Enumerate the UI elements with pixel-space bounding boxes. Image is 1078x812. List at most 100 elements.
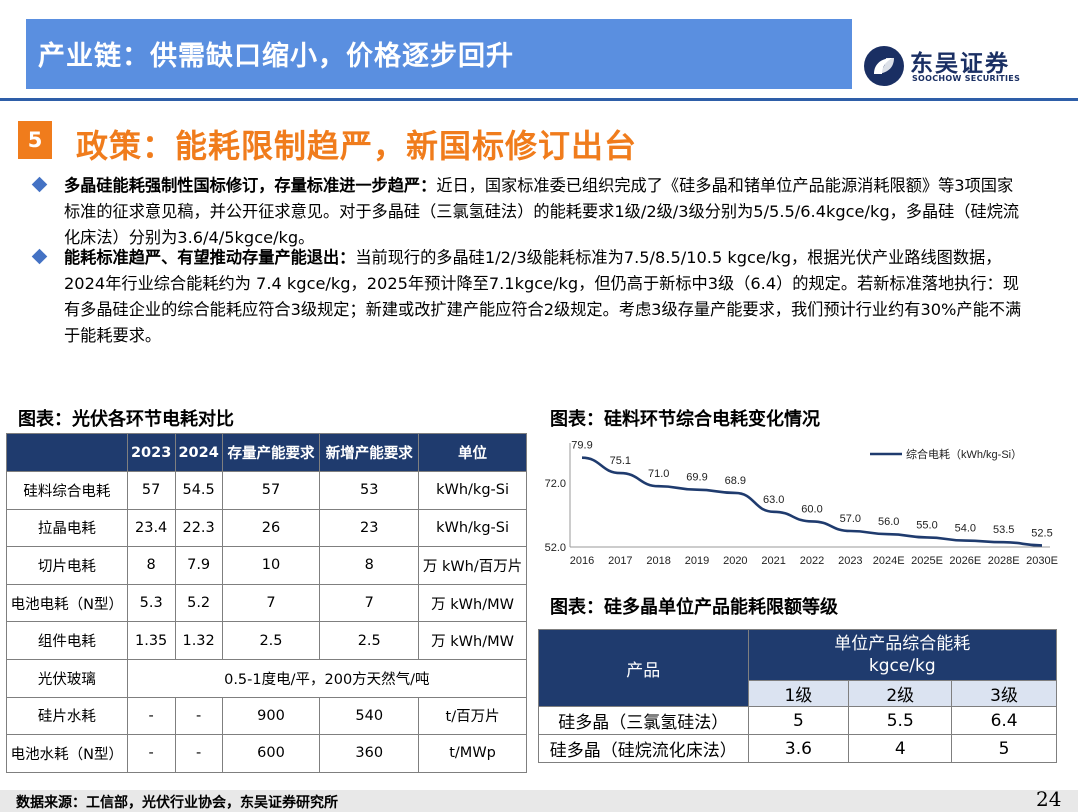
level-header: 2级 — [848, 680, 953, 707]
table-header-cell — [6, 433, 128, 472]
table-cell: 23.4 — [126, 508, 176, 548]
header-divider — [0, 98, 1078, 101]
x-tick-label: 2016 — [570, 555, 594, 567]
table-cell: 5.2 — [174, 583, 223, 623]
table-cell: 360 — [319, 734, 420, 773]
table-cell: 组件电耗 — [6, 621, 128, 660]
table-cell: 3.6 — [747, 734, 850, 763]
x-tick-label: 2019 — [685, 555, 709, 567]
table-row: 硅多晶（硅烷流化床法） 3.6 4 5 — [538, 734, 1057, 763]
table-cell: 硅片水耗 — [6, 696, 128, 736]
table-cell: 7 — [319, 583, 420, 623]
bullet-lead: 能耗标准趋严、有望推动存量产能退出： — [64, 248, 356, 267]
x-tick-label: 2028E — [988, 555, 1020, 567]
table-cell: 4 — [848, 734, 953, 763]
data-label: 57.0 — [840, 513, 861, 525]
table1-title: 图表：光伏各环节电耗对比 — [18, 409, 234, 430]
table-cell: 54.5 — [174, 471, 223, 510]
product-header: 产品 — [538, 629, 749, 707]
table-cell: 900 — [221, 696, 321, 736]
table-cell: 10 — [221, 546, 321, 585]
bullet-body: 近日，国家标准委已组织完成了《硅多晶和锗单位产品能源消耗限额》等3项国家标准的征… — [64, 176, 1020, 247]
table-row: 电池水耗（N型） - - 600 360 t/MWp — [6, 734, 527, 773]
y-tick-label: 72.0 — [545, 478, 566, 490]
table-cell: 5.3 — [126, 583, 176, 623]
table-header-cell: 2024 — [174, 433, 223, 472]
level-header: 1级 — [747, 680, 850, 707]
power-consumption-table: 2023 2024 存量产能要求 新增产能要求 单位 硅料综合电耗 57 54.… — [6, 433, 528, 773]
data-label: 56.0 — [878, 516, 899, 528]
group-header-line2: kgce/kg — [868, 656, 936, 676]
table-cell: 53 — [319, 471, 420, 510]
data-label: 68.9 — [725, 475, 746, 487]
table-row: 光伏玻璃 0.5-1度电/平，200方天然气/吨 — [6, 658, 528, 698]
table-cell: - — [126, 734, 176, 773]
logo-en-text: SOOCHOW SECURITIES — [912, 74, 1021, 83]
y-tick-label: 52.0 — [545, 542, 566, 554]
table-cell: 26 — [221, 508, 321, 548]
table-cell: 8 — [319, 546, 420, 585]
data-label: 55.0 — [916, 519, 937, 531]
header-bar — [26, 19, 852, 89]
table-cell: 8 — [126, 546, 176, 585]
section-title: 政策：能耗限制趋严，新国标修订出台 — [76, 127, 638, 165]
table-cell: - — [126, 696, 176, 736]
table-header-cell: 新增产能要求 — [319, 433, 420, 472]
table-cell: 切片电耗 — [6, 546, 128, 585]
bullet-text: 能耗标准趋严、有望推动存量产能退出：当前现行的多晶硅1/2/3级能耗标准为7.5… — [64, 245, 1024, 349]
table-cell: - — [174, 696, 223, 736]
data-label: 79.9 — [571, 440, 592, 452]
table2-title: 图表：硅多晶单位产品能耗限额等级 — [550, 597, 838, 618]
table-row: 硅片水耗 - - 900 540 t/百万片 — [6, 696, 527, 736]
power-consumption-line-chart: 72.0 52.0 79.9 75.1 71.0 69.9 68.9 63.0 60.0 57.0… — [545, 440, 1058, 567]
table-header-row: 2023 2024 存量产能要求 新增产能要求 单位 — [6, 433, 527, 472]
table-cell: 光伏玻璃 — [6, 658, 128, 698]
table-cell: 硅多晶（硅烷流化床法） — [538, 734, 749, 763]
table-cell: 6.4 — [951, 706, 1057, 735]
table-cell: 22.3 — [174, 508, 223, 548]
table-cell: 硅料综合电耗 — [6, 471, 128, 510]
table-row: 硅多晶（三氯氢硅法） 5 5.5 6.4 — [538, 706, 1057, 735]
x-tick-label: 2030E — [1026, 555, 1058, 567]
table-cell: t/百万片 — [418, 696, 527, 736]
legend-label: 综合电耗（kWh/kg-Si） — [906, 447, 1022, 461]
diamond-bullet-icon — [31, 176, 48, 193]
table-cell: 57 — [126, 471, 176, 510]
table-cell: 电池水耗（N型） — [6, 734, 128, 773]
data-label: 71.0 — [648, 468, 669, 480]
table-row: 组件电耗 1.35 1.32 2.5 2.5 万 kWh/MW — [6, 621, 527, 660]
x-tick-label: 2022 — [800, 555, 824, 567]
table-cell: 7 — [221, 583, 321, 623]
table-cell-merged: 0.5-1度电/平，200方天然气/吨 — [126, 658, 528, 698]
x-tick-label: 2021 — [761, 555, 785, 567]
table-cell: kWh/kg-Si — [418, 471, 527, 510]
table-cell: 硅多晶（三氯氢硅法） — [538, 706, 749, 735]
soochow-logo-icon — [864, 46, 904, 86]
table-subheader-row: 1级 2级 3级 — [539, 680, 1057, 707]
table-header-cell: 单位 — [418, 433, 527, 472]
table-cell: 1.32 — [174, 621, 223, 660]
diamond-bullet-icon — [31, 248, 48, 265]
bullet-text: 多晶硅能耗强制性国标修订，存量标准进一步趋严：近日，国家标准委已组织完成了《硅多… — [64, 173, 1024, 251]
table-cell: 57 — [221, 471, 321, 510]
bullet-lead: 多晶硅能耗强制性国标修订，存量标准进一步趋严： — [64, 176, 437, 195]
bullet-body: 当前现行的多晶硅1/2/3级能耗标准为7.5/8.5/10.5 kgce/kg，… — [64, 248, 1022, 345]
table-cell: 电池电耗（N型） — [6, 583, 128, 623]
energy-limit-grade-table: 产品 单位产品综合能耗 kgce/kg 1级 2级 3级 硅多晶（三氯氢硅法） … — [538, 629, 1058, 763]
section-number-badge: 5 — [18, 121, 52, 159]
data-label: 54.0 — [955, 523, 976, 535]
data-label: 63.0 — [763, 494, 784, 506]
table-cell: 拉晶电耗 — [6, 508, 128, 548]
data-label: 75.1 — [610, 455, 631, 467]
bullet-point-1: 多晶硅能耗强制性国标修订，存量标准进一步趋严：近日，国家标准委已组织完成了《硅多… — [31, 173, 1024, 251]
x-tick-label: 2023 — [838, 555, 862, 567]
data-label: 69.9 — [686, 472, 707, 484]
table-cell: 23 — [319, 508, 420, 548]
x-tick-label: 2017 — [608, 555, 632, 567]
x-tick-label: 2024E — [873, 555, 905, 567]
page-number: 24 — [1036, 787, 1062, 811]
table-cell: 540 — [319, 696, 420, 736]
group-header-line1: 单位产品综合能耗 — [834, 634, 971, 654]
x-tick-label: 2025E — [911, 555, 943, 567]
x-tick-label: 2026E — [949, 555, 981, 567]
